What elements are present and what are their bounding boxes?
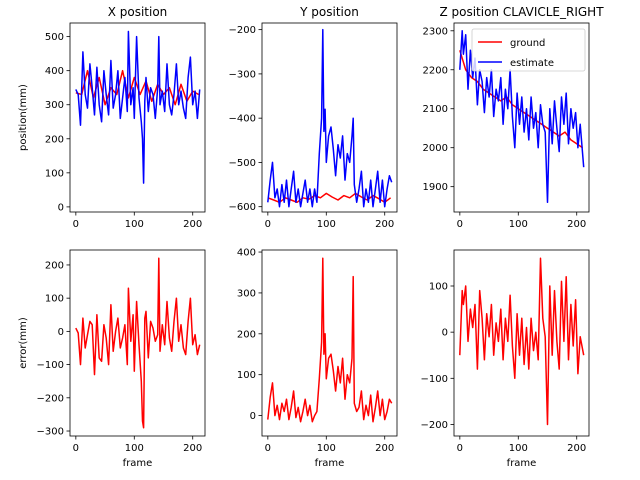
y-tick-label: 2200 (423, 65, 448, 76)
y-tick-label: −300 (37, 427, 64, 438)
y-tick-label: 2000 (423, 143, 448, 154)
x-axis-label: frame (315, 458, 345, 469)
subplot-3: 0 100 200 1900 2000 2100 2200 2300 Z position CL… (423, 5, 605, 230)
y-tick-label: 100 (237, 370, 256, 381)
y-tick-label: 200 (45, 134, 64, 145)
axes-frame (261, 22, 398, 213)
y-tick-label: 300 (45, 100, 64, 111)
y-tick-label: −100 (421, 374, 448, 385)
x-axis-label: frame (123, 458, 153, 469)
axes-frame (69, 22, 206, 213)
x-tick-label: 0 (73, 219, 79, 230)
x-tick-label: 0 (265, 443, 271, 454)
legend-label-estimate: estimate (510, 58, 554, 69)
x-tick-label: 200 (183, 443, 202, 454)
legend-frame (471, 28, 586, 72)
y-tick-label: 0 (58, 202, 64, 213)
series-line-estimate (75, 30, 201, 184)
subplot-4: 0 100 200 −300 −200 −100 0 100 200 frame error(mm) (18, 249, 206, 469)
y-tick-label: 300 (237, 288, 256, 299)
x-tick-label: 100 (125, 219, 144, 230)
x-tick-label: 200 (375, 219, 394, 230)
x-tick-label: 0 (457, 219, 463, 230)
x-tick-label: 200 (375, 443, 394, 454)
legend: ground estimate (471, 28, 586, 72)
y-tick-label: 100 (429, 282, 448, 293)
x-tick-label: 0 (265, 219, 271, 230)
y-tick-label: −400 (229, 114, 256, 125)
x-tick-label: 100 (317, 443, 336, 454)
y-tick-label: 0 (250, 411, 256, 422)
y-tick-label: 0 (58, 327, 64, 338)
y-tick-label: 200 (237, 329, 256, 340)
subplot-6: 0 100 200 −200 −100 0 100 frame (421, 249, 590, 469)
x-tick-label: 0 (457, 443, 463, 454)
y-tick-label: 100 (45, 168, 64, 179)
series-line-estimate (459, 30, 585, 204)
y-tick-label: −300 (229, 69, 256, 80)
axes-frame (261, 249, 398, 437)
subplot-title: Y position (299, 5, 359, 19)
y-tick-label: −600 (229, 202, 256, 213)
subplot-5: 0 100 200 0 100 200 300 400 frame (237, 248, 398, 469)
y-tick-label: 200 (45, 260, 64, 271)
y-tick-label: 400 (237, 248, 256, 259)
series-line-error (267, 257, 393, 423)
y-tick-label: 1900 (423, 182, 448, 193)
y-tick-label: 100 (45, 294, 64, 305)
x-tick-label: 100 (509, 219, 528, 230)
y-axis-label: error(mm) (18, 317, 29, 369)
x-tick-label: 200 (567, 443, 586, 454)
y-tick-label: 2300 (423, 26, 448, 37)
subplot-title: X position (108, 5, 168, 19)
legend-label-ground: ground (510, 38, 545, 49)
subplot-title: Z position CLAVICLE_RIGHT (439, 5, 604, 19)
x-tick-label: 100 (125, 443, 144, 454)
y-tick-label: 2100 (423, 104, 448, 115)
series-line-error (75, 257, 201, 429)
y-tick-label: 0 (442, 328, 448, 339)
axes-frame (453, 249, 590, 437)
subplot-2: 0 100 200 −600 −500 −400 −300 −200 Y position (229, 5, 398, 230)
subplot-1: 0 100 200 0 100 200 300 400 500 X position positio… (18, 5, 206, 230)
x-tick-label: 200 (183, 219, 202, 230)
y-tick-label: 500 (45, 32, 64, 43)
x-tick-label: 100 (509, 443, 528, 454)
y-tick-label: 400 (45, 66, 64, 77)
series-line-estimate (267, 28, 393, 208)
x-axis-label: frame (507, 458, 537, 469)
y-axis-label: position(mm) (18, 84, 29, 151)
x-tick-label: 0 (73, 443, 79, 454)
y-tick-label: −200 (421, 420, 448, 431)
y-tick-label: −100 (37, 360, 64, 371)
x-tick-label: 100 (317, 219, 336, 230)
x-tick-label: 200 (567, 219, 586, 230)
axes-frame (69, 249, 206, 437)
axes-frame (453, 22, 590, 213)
series-line-error (459, 257, 585, 426)
y-tick-label: −200 (229, 25, 256, 36)
y-tick-label: −200 (37, 393, 64, 404)
y-tick-label: −500 (229, 158, 256, 169)
